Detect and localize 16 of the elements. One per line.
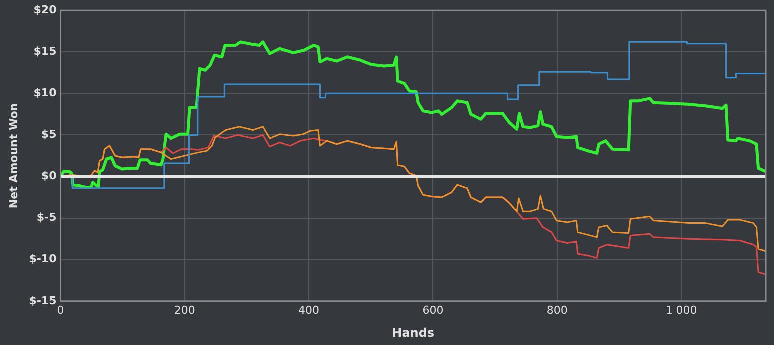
x-tick-label: 0 — [57, 304, 64, 317]
x-tick-label: 600 — [422, 304, 444, 317]
x-axis-title: Hands — [392, 326, 435, 340]
x-tick-label: 400 — [298, 304, 320, 317]
y-axis-title: Net Amount Won — [7, 103, 20, 209]
x-tick-label: 800 — [546, 304, 568, 317]
y-tick-label: $20 — [34, 3, 58, 16]
x-tick-label: 200 — [174, 304, 196, 317]
y-tick-label: $5 — [41, 128, 57, 142]
y-tick-label: $-10 — [29, 252, 58, 266]
y-tick-label: $0 — [41, 170, 58, 183]
y-tick-label: $-5 — [36, 211, 57, 224]
x-tick-label: 1 000 — [666, 304, 698, 317]
y-tick-label: $15 — [34, 45, 57, 58]
y-tick-label: $10 — [34, 86, 58, 100]
y-tick-label: $-15 — [29, 294, 57, 308]
